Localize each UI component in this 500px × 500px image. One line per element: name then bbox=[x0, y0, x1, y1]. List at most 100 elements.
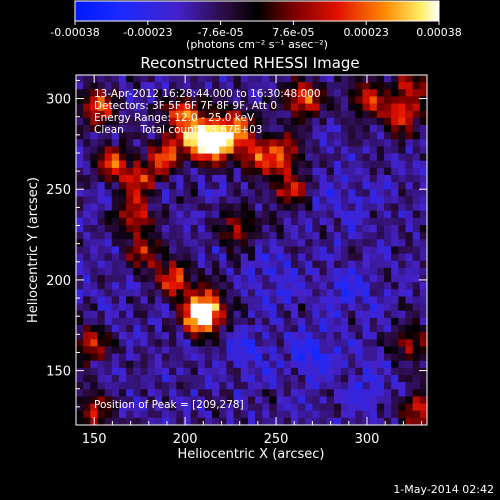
heatmap-cell bbox=[305, 217, 313, 226]
heatmap-cell bbox=[312, 117, 321, 126]
heatmap-cell bbox=[333, 89, 342, 98]
heatmap-cell bbox=[341, 153, 349, 162]
heatmap-cell bbox=[240, 82, 249, 90]
heatmap-cell bbox=[269, 103, 278, 112]
heatmap-cell bbox=[233, 232, 242, 240]
heatmap-cell bbox=[104, 232, 113, 240]
heatmap-cell bbox=[226, 296, 235, 305]
heatmap-cell bbox=[405, 289, 414, 298]
heatmap-cell bbox=[111, 203, 120, 212]
heatmap-cell bbox=[226, 375, 235, 383]
heatmap-cell bbox=[276, 317, 285, 326]
heatmap-cell bbox=[183, 103, 192, 112]
heatmap-cell bbox=[219, 103, 228, 112]
heatmap-cell bbox=[233, 153, 242, 162]
heatmap-cell bbox=[269, 132, 278, 140]
heatmap-cell bbox=[190, 139, 199, 148]
heatmap-cell bbox=[126, 82, 134, 90]
heatmap-cell bbox=[326, 103, 335, 112]
heatmap-cell bbox=[83, 375, 91, 383]
heatmap-cell bbox=[276, 382, 285, 390]
heatmap-cell bbox=[290, 203, 299, 212]
heatmap-cell bbox=[290, 310, 299, 319]
heatmap-cell bbox=[233, 253, 242, 262]
heatmap-cell bbox=[126, 182, 134, 190]
heatmap-cell bbox=[169, 125, 177, 133]
heatmap-cell bbox=[319, 396, 328, 405]
heatmap-cell bbox=[104, 132, 113, 140]
heatmap-cell bbox=[197, 189, 206, 198]
heatmap-cell bbox=[190, 225, 199, 233]
heatmap-cell bbox=[333, 282, 342, 290]
heatmap-cell bbox=[341, 317, 349, 326]
heatmap-cell bbox=[133, 153, 142, 162]
heatmap-cell bbox=[76, 282, 84, 290]
heatmap-cell bbox=[355, 260, 364, 269]
heatmap-cell bbox=[283, 82, 292, 90]
heatmap-cell bbox=[126, 167, 134, 176]
heatmap-cell bbox=[419, 325, 427, 333]
heatmap-cell bbox=[233, 310, 242, 319]
heatmap-cell bbox=[140, 275, 149, 283]
heatmap-cell bbox=[118, 89, 127, 98]
heatmap-cell bbox=[133, 189, 142, 198]
heatmap-cell bbox=[233, 82, 242, 90]
heatmap-cell bbox=[104, 303, 113, 312]
heatmap-cell bbox=[204, 253, 213, 262]
heatmap-cell bbox=[398, 310, 407, 319]
heatmap-cell bbox=[412, 167, 421, 176]
heatmap-cell bbox=[283, 125, 292, 133]
heatmap-cell bbox=[197, 275, 206, 283]
heatmap-cell bbox=[305, 260, 313, 269]
heatmap-cell bbox=[362, 75, 371, 83]
heatmap-cell bbox=[276, 410, 285, 419]
heatmap-cell bbox=[362, 103, 371, 112]
heatmap-cell bbox=[412, 260, 421, 269]
heatmap-cell bbox=[398, 160, 407, 169]
heatmap-cell bbox=[161, 353, 170, 362]
heatmap-cell bbox=[369, 367, 378, 376]
heatmap-cell bbox=[362, 403, 371, 412]
heatmap-cell bbox=[312, 367, 321, 376]
heatmap-cell bbox=[312, 325, 321, 333]
heatmap-cell bbox=[247, 267, 256, 276]
heatmap-cell bbox=[140, 117, 149, 126]
heatmap-cell bbox=[391, 375, 399, 383]
heatmap-cell bbox=[412, 232, 421, 240]
heatmap-cell bbox=[269, 396, 278, 405]
heatmap-cell bbox=[398, 146, 407, 155]
heatmap-cell bbox=[319, 339, 328, 348]
heatmap-cell bbox=[398, 196, 407, 205]
heatmap-cell bbox=[262, 246, 270, 255]
heatmap-cell bbox=[283, 260, 292, 269]
heatmap-cell bbox=[305, 203, 313, 212]
heatmap-cell bbox=[147, 203, 156, 212]
heatmap-cell bbox=[83, 146, 91, 155]
heatmap-cell bbox=[269, 332, 278, 340]
heatmap-cell bbox=[290, 167, 299, 176]
heatmap-cell bbox=[240, 353, 249, 362]
heatmap-cell bbox=[305, 110, 313, 119]
heatmap-cell bbox=[312, 289, 321, 298]
heatmap-cell bbox=[333, 260, 342, 269]
heatmap-cell bbox=[104, 225, 113, 233]
heatmap-cell bbox=[204, 175, 213, 183]
heatmap-cell bbox=[76, 260, 84, 269]
heatmap-cell bbox=[183, 110, 192, 119]
heatmap-cell bbox=[90, 289, 99, 298]
heatmap-cell bbox=[204, 225, 213, 233]
heatmap-cell bbox=[355, 339, 364, 348]
heatmap-cell bbox=[104, 360, 113, 369]
heatmap-cell bbox=[290, 232, 299, 240]
heatmap-cell bbox=[247, 403, 256, 412]
heatmap-cell bbox=[97, 367, 106, 376]
heatmap-cell bbox=[147, 117, 156, 126]
heatmap-cell bbox=[362, 360, 371, 369]
heatmap-cell bbox=[83, 167, 91, 176]
heatmap-cell bbox=[412, 289, 421, 298]
heatmap-cell bbox=[161, 117, 170, 126]
heatmap-cell bbox=[247, 196, 256, 205]
heatmap-cell bbox=[190, 353, 199, 362]
heatmap-cell bbox=[104, 367, 113, 376]
heatmap-cell bbox=[384, 132, 392, 140]
